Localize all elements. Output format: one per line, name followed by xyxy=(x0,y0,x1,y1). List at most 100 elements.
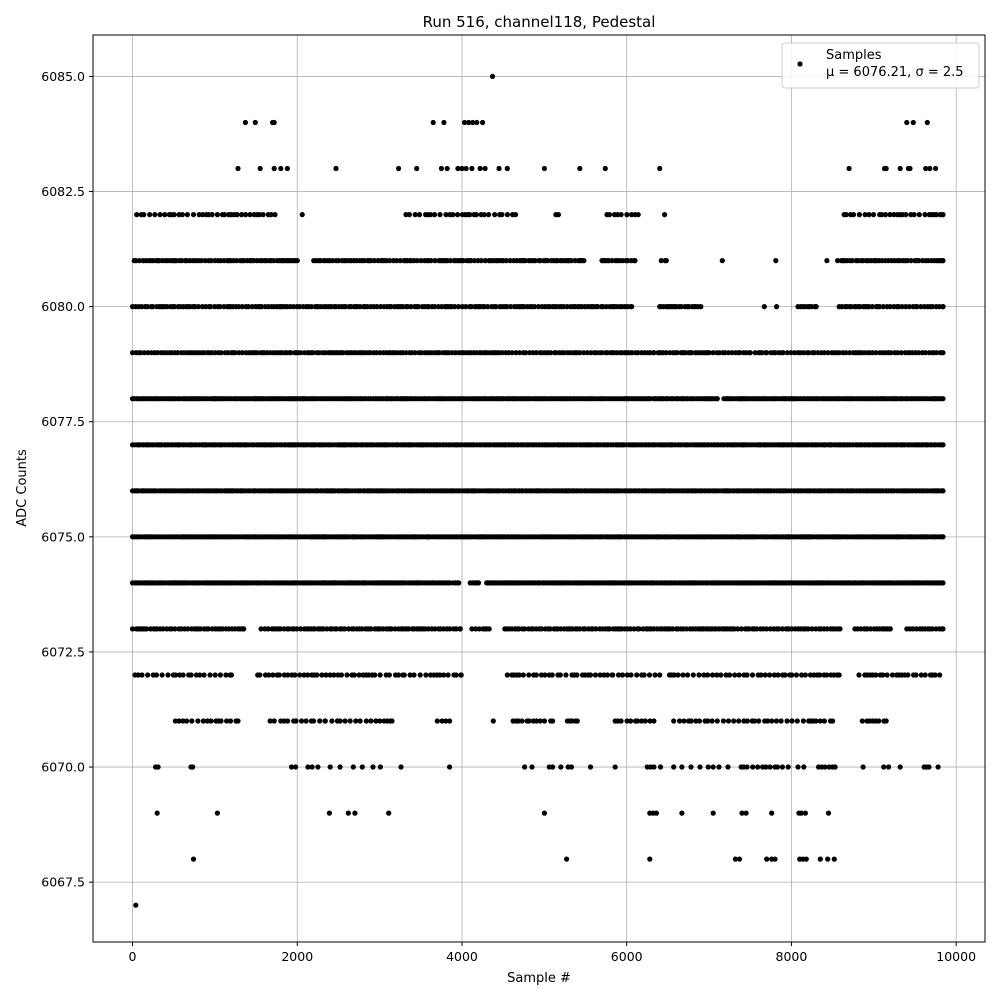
data-point xyxy=(541,165,548,172)
data-point xyxy=(685,672,691,678)
data-point xyxy=(135,672,141,678)
data-point xyxy=(933,165,939,172)
data-point xyxy=(453,672,459,678)
data-point xyxy=(207,672,213,678)
data-point xyxy=(918,672,924,678)
data-point xyxy=(624,718,630,724)
data-point xyxy=(432,304,438,310)
data-point xyxy=(411,672,417,678)
data-point xyxy=(533,672,539,678)
data-point xyxy=(803,856,809,862)
data-point xyxy=(516,672,522,678)
data-point xyxy=(157,212,163,218)
data-point xyxy=(293,764,299,770)
data-point xyxy=(172,304,178,310)
data-point xyxy=(373,718,379,724)
data-point xyxy=(732,672,738,678)
data-point xyxy=(353,718,359,724)
data-point xyxy=(824,626,830,632)
chart-title: Run 516, channel118, Pedestal xyxy=(423,13,656,31)
data-point xyxy=(139,672,145,678)
data-point xyxy=(897,764,903,770)
data-point xyxy=(395,672,402,678)
data-point xyxy=(218,718,224,724)
data-point xyxy=(201,672,207,678)
data-point xyxy=(873,672,879,678)
data-point xyxy=(856,212,863,218)
data-point xyxy=(519,718,525,724)
data-point xyxy=(327,672,333,678)
data-point xyxy=(635,212,641,218)
data-point xyxy=(319,672,325,678)
data-point xyxy=(522,764,528,770)
data-point xyxy=(297,304,303,310)
data-point xyxy=(469,626,475,632)
data-point xyxy=(899,304,905,310)
data-point xyxy=(368,626,374,632)
data-point xyxy=(443,212,449,218)
data-point xyxy=(482,165,488,172)
data-point xyxy=(862,212,868,218)
data-point xyxy=(813,304,819,310)
data-point xyxy=(268,212,274,218)
data-point xyxy=(725,764,731,770)
data-point xyxy=(908,258,914,264)
data-point xyxy=(239,304,245,310)
data-point xyxy=(719,258,725,264)
data-point xyxy=(196,212,202,218)
data-point xyxy=(445,672,451,678)
data-point xyxy=(755,764,761,770)
data-point xyxy=(718,672,724,678)
data-point xyxy=(256,212,263,218)
data-point xyxy=(577,626,583,632)
data-point xyxy=(577,165,583,172)
data-point xyxy=(277,626,283,632)
data-point xyxy=(386,810,392,816)
x-tick-label: 8000 xyxy=(776,949,808,964)
data-point xyxy=(520,672,526,678)
data-point xyxy=(705,672,711,678)
data-point xyxy=(574,672,580,678)
data-point xyxy=(905,672,911,678)
data-point xyxy=(778,718,784,724)
data-point xyxy=(523,350,529,356)
data-point xyxy=(503,258,509,264)
data-point xyxy=(522,626,528,632)
data-point xyxy=(223,672,229,678)
data-point xyxy=(710,350,716,356)
data-point xyxy=(499,350,505,356)
data-point xyxy=(315,764,321,770)
data-point xyxy=(657,672,663,678)
data-point xyxy=(545,258,551,264)
data-point xyxy=(205,626,211,632)
data-point xyxy=(697,764,703,770)
data-point xyxy=(940,350,946,356)
y-tick-label: 6072.5 xyxy=(41,644,85,659)
data-point xyxy=(432,258,438,264)
data-point xyxy=(830,718,836,724)
data-point xyxy=(880,304,886,310)
data-point xyxy=(628,672,634,678)
data-point xyxy=(443,718,449,724)
data-point xyxy=(176,718,182,724)
data-point xyxy=(773,258,779,264)
data-point xyxy=(537,718,543,724)
y-axis-label: ADC Counts xyxy=(15,449,30,527)
data-point xyxy=(292,672,298,678)
data-point xyxy=(771,672,778,678)
data-point xyxy=(437,212,443,218)
data-point xyxy=(489,73,496,79)
data-point xyxy=(188,672,194,678)
data-point xyxy=(774,764,781,770)
data-point xyxy=(658,258,664,264)
data-point xyxy=(825,810,832,816)
data-point xyxy=(144,626,150,632)
data-point xyxy=(581,258,587,264)
data-point xyxy=(408,304,414,310)
data-point xyxy=(129,626,136,632)
data-point xyxy=(779,764,786,770)
data-point xyxy=(288,764,295,770)
data-point xyxy=(180,672,186,678)
data-point xyxy=(387,258,393,264)
data-point xyxy=(824,258,830,264)
